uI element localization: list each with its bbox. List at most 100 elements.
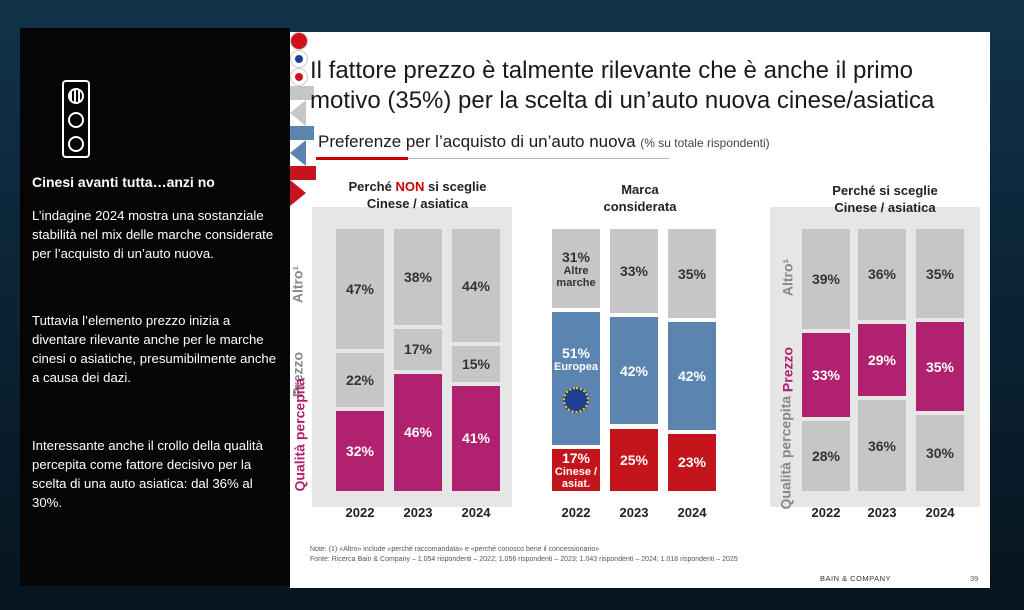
bar-segment: 30% (916, 415, 964, 491)
bar-segment: 29% (858, 323, 906, 397)
cinese-arrow-head (290, 180, 306, 206)
prezzo-arrow-head (290, 140, 306, 166)
data-label: 35% (925, 358, 955, 375)
data-label: 17% (403, 341, 433, 358)
bar-segment: 39% (802, 229, 850, 329)
data-label: 39% (811, 270, 841, 287)
data-label: 17% (561, 450, 591, 467)
right-ylabel-altro: Altro¹ (779, 258, 796, 297)
x-tick-label: 2022 (561, 505, 591, 520)
data-label: 46% (403, 424, 433, 441)
bar-segment: 35% (916, 322, 964, 412)
data-label: 25% (619, 451, 649, 468)
x-tick-label: 2022 (811, 505, 841, 520)
data-label: 44% (461, 277, 491, 294)
source-note: Fonte: Ricerca Bain & Company – 1.054 ri… (310, 556, 738, 563)
bar-segment: 28% (802, 420, 850, 491)
bar-segment: 41% (452, 385, 500, 491)
data-label: 22% (345, 371, 375, 388)
data-label: 36% (867, 266, 897, 283)
data-label: 31% (561, 248, 591, 265)
bar-segment: 47% (336, 229, 384, 349)
side-paragraph-1: L’indagine 2024 mostra una sostanziale s… (32, 208, 274, 261)
data-label: 41% (461, 430, 491, 447)
bar-segment: 32% (336, 410, 384, 491)
segment-category-label: Cinese / asiat. (554, 466, 598, 491)
traffic-light-icon (62, 80, 90, 158)
bar-segment: 36% (858, 229, 906, 320)
left-chart-title-part: si sceglie Cinese / asiatica (366, 179, 487, 211)
bar-segment: 17% Cinese / asiat. (552, 449, 600, 491)
bar-segment: 42% (610, 316, 658, 425)
x-tick-label: 2023 (867, 505, 897, 520)
bar-segment: 51% Europea (552, 312, 600, 446)
right-chart-title: Perché si sceglie Cinese / asiatica (832, 183, 938, 215)
data-label: 42% (619, 362, 649, 379)
side-paragraph-3: Interessante anche il crollo della quali… (32, 438, 263, 510)
side-paragraph-2: Tuttavia l’elemento prezzo inizia a dive… (32, 313, 277, 385)
company-logo: BAIN & COMPANY (820, 574, 892, 583)
bar-segment: 35% (668, 229, 716, 319)
data-label: 47% (345, 280, 375, 297)
data-label: 23% (677, 454, 707, 471)
footnote: Note: (1) «Altro» include «perché raccom… (310, 546, 600, 553)
bar-segment: 15% (452, 346, 500, 382)
page-number: 39 (970, 574, 979, 583)
bar-segment: 46% (394, 373, 442, 491)
data-label: 36% (867, 437, 897, 454)
data-label: 30% (925, 445, 955, 462)
x-tick-label: 2023 (619, 505, 649, 520)
subtitle-text: Preferenze per l’acquisto di un’auto nuo… (318, 132, 636, 151)
left-chart-title-part: NON (395, 179, 425, 194)
eu-flag-icon (563, 386, 589, 413)
bar-segment: 35% (916, 229, 964, 319)
bar-segment: 22% (336, 352, 384, 407)
bar-segment: 17% (394, 329, 442, 370)
data-label: 15% (461, 355, 491, 372)
side-heading: Cinesi avanti tutta…anzi no (32, 174, 215, 190)
x-tick-label: 2022 (345, 505, 375, 520)
data-label: 38% (403, 269, 433, 286)
side-panel: Cinesi avanti tutta…anzi no L’indagine 2… (20, 28, 290, 586)
bar-segment: 23% (668, 433, 716, 491)
korea-flag-icon (290, 50, 308, 68)
bar-segment: 36% (858, 400, 906, 491)
data-label: 29% (867, 351, 897, 368)
data-label: 33% (811, 366, 841, 383)
left-ylabel-qualita: Qualità percepita (291, 377, 308, 492)
x-tick-label: 2023 (403, 505, 433, 520)
prezzo-arrow-shaft (290, 126, 314, 140)
flag-dot (295, 73, 303, 81)
right-ylabel-prezzo: Prezzo (779, 346, 796, 393)
bar-segment: 42% (668, 322, 716, 430)
data-label: 51% (561, 344, 591, 361)
subtitle-note: (% su totale rispondenti) (640, 136, 770, 150)
segment-category-label: Europea (553, 360, 598, 373)
charts-area: Perché NON si sceglie Cinese / asiatica M… (290, 32, 990, 520)
x-tick-label: 2024 (461, 505, 491, 520)
china-flag-icon (290, 32, 308, 50)
data-label: 35% (677, 265, 707, 282)
left-chart-title-part: Perché (348, 179, 396, 194)
subtitle-accent (316, 157, 408, 160)
data-label: 32% (345, 442, 375, 459)
data-label: 42% (677, 367, 707, 384)
bar-segment: 44% (452, 229, 500, 343)
bar-segment: 25% (610, 428, 658, 491)
data-label: 28% (811, 447, 841, 464)
bar-segment: 33% (610, 229, 658, 313)
japan-flag-icon (290, 68, 308, 86)
middle-chart-title: Marca considerata (603, 182, 677, 214)
slide-subtitle: Preferenze per l’acquisto di un’auto nuo… (318, 132, 770, 152)
data-label: 33% (619, 262, 649, 279)
data-label: 35% (925, 265, 955, 282)
left-ylabel-altro: Altro¹ (289, 265, 306, 304)
right-ylabel-qualita: Qualità percepita (777, 395, 794, 510)
altro-arrow-shaft (290, 86, 314, 100)
bar-segment: 33% (802, 332, 850, 417)
flag-dot (295, 55, 303, 63)
slide: Il fattore prezzo è talmente rilevante c… (290, 32, 990, 588)
subtitle-rule (408, 158, 670, 159)
left-chart-title: Perché NON si sceglie Cinese / asiatica (330, 178, 505, 212)
altro-arrow-head (290, 100, 306, 126)
